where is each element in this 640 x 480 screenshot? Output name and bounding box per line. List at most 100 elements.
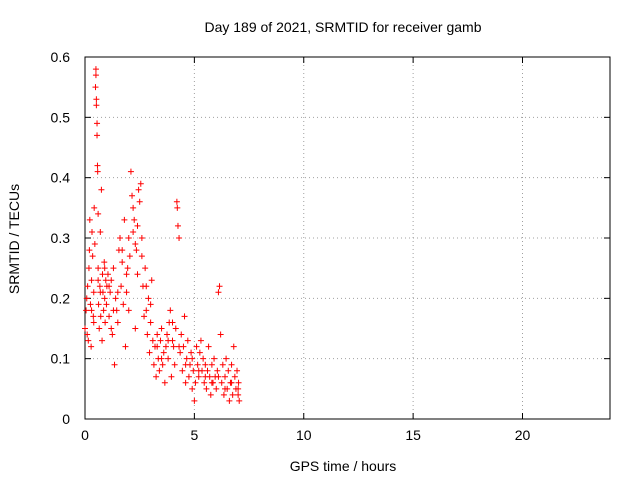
- data-point: [162, 343, 169, 350]
- data-point: [146, 349, 153, 356]
- data-point: [222, 373, 228, 380]
- data-point: [118, 283, 125, 290]
- data-point: [157, 337, 164, 344]
- data-point: [195, 367, 202, 374]
- data-point: [90, 289, 97, 296]
- data-point: [138, 253, 145, 260]
- data-point: [235, 379, 242, 386]
- data-point: [156, 367, 163, 374]
- data-point: [109, 331, 116, 338]
- data-point: [141, 313, 148, 320]
- x-tick-label: 0: [81, 427, 89, 443]
- data-point: [121, 216, 128, 223]
- data-point: [165, 337, 172, 344]
- data-point: [99, 271, 106, 278]
- data-point: [143, 307, 150, 314]
- data-point: [84, 283, 91, 290]
- data-point: [149, 337, 156, 344]
- data-point: [218, 379, 225, 386]
- data-point: [158, 355, 165, 362]
- y-axis-label: SRMTID / TECUs: [6, 184, 22, 294]
- data-point: [131, 216, 138, 223]
- data-point: [182, 361, 189, 368]
- data-point: [85, 265, 92, 272]
- data-point: [101, 265, 108, 272]
- data-point: [190, 367, 197, 374]
- data-point: [144, 331, 151, 338]
- data-point: [236, 397, 243, 404]
- data-point: [154, 343, 161, 350]
- data-point: [125, 307, 132, 314]
- data-point: [95, 301, 102, 308]
- data-point: [215, 373, 222, 380]
- data-point: [202, 373, 209, 380]
- data-point: [125, 235, 132, 241]
- data-point: [185, 373, 192, 380]
- data-point: [147, 301, 154, 308]
- data-point: [122, 343, 129, 350]
- data-point: [90, 319, 97, 326]
- data-point: [119, 247, 126, 254]
- data-point: [184, 337, 191, 344]
- data-point: [138, 235, 145, 241]
- data-point: [92, 66, 99, 73]
- data-point: [194, 361, 201, 368]
- data-point: [102, 319, 109, 326]
- data-point: [181, 313, 188, 320]
- data-point: [90, 313, 97, 320]
- data-point: [154, 331, 161, 338]
- data-point: [191, 397, 198, 404]
- data-point: [108, 325, 115, 332]
- data-point: [231, 373, 238, 380]
- data-points: [82, 66, 243, 404]
- y-tick-label: 0.2: [51, 290, 71, 306]
- axis-ticks: 0 5 10 15 20 0 0.1 0.2 0.3 0.4 0.5 0.6: [51, 49, 610, 443]
- data-point: [136, 198, 143, 205]
- data-point: [106, 313, 113, 320]
- grid-lines: [85, 57, 610, 419]
- data-point: [223, 355, 230, 362]
- data-point: [110, 265, 117, 272]
- data-point: [215, 289, 222, 296]
- data-point: [222, 385, 228, 392]
- data-point: [217, 331, 224, 338]
- x-axis-label: GPS time / hours: [290, 458, 397, 474]
- data-point: [99, 337, 106, 344]
- data-point: [93, 96, 100, 103]
- data-point: [171, 361, 178, 368]
- data-point: [130, 228, 137, 235]
- data-point: [130, 204, 137, 211]
- x-tick-label: 20: [515, 427, 531, 443]
- data-point: [89, 253, 96, 260]
- data-point: [230, 343, 237, 350]
- data-point: [134, 271, 141, 278]
- data-point: [88, 307, 95, 314]
- data-point: [219, 361, 226, 368]
- data-point: [91, 204, 98, 211]
- data-point: [159, 361, 166, 368]
- y-tick-label: 0.3: [51, 230, 71, 246]
- data-point: [202, 361, 209, 368]
- data-point: [235, 385, 242, 392]
- data-point: [137, 180, 144, 187]
- y-tick-label: 0.1: [51, 351, 71, 367]
- data-point: [168, 373, 175, 380]
- data-point: [197, 337, 204, 344]
- data-point: [135, 186, 142, 193]
- data-point: [86, 216, 93, 223]
- x-tick-label: 15: [405, 427, 421, 443]
- data-point: [83, 295, 90, 302]
- data-point: [91, 241, 98, 248]
- data-point: [97, 228, 104, 235]
- data-point: [100, 307, 107, 314]
- data-point: [143, 283, 150, 290]
- data-point: [92, 84, 99, 91]
- y-tick-label: 0.5: [51, 109, 71, 125]
- data-point: [94, 132, 101, 139]
- data-point: [183, 355, 190, 362]
- data-point: [97, 313, 104, 320]
- data-point: [228, 379, 235, 386]
- data-point: [96, 283, 103, 290]
- data-point: [103, 301, 110, 308]
- data-point: [145, 295, 152, 302]
